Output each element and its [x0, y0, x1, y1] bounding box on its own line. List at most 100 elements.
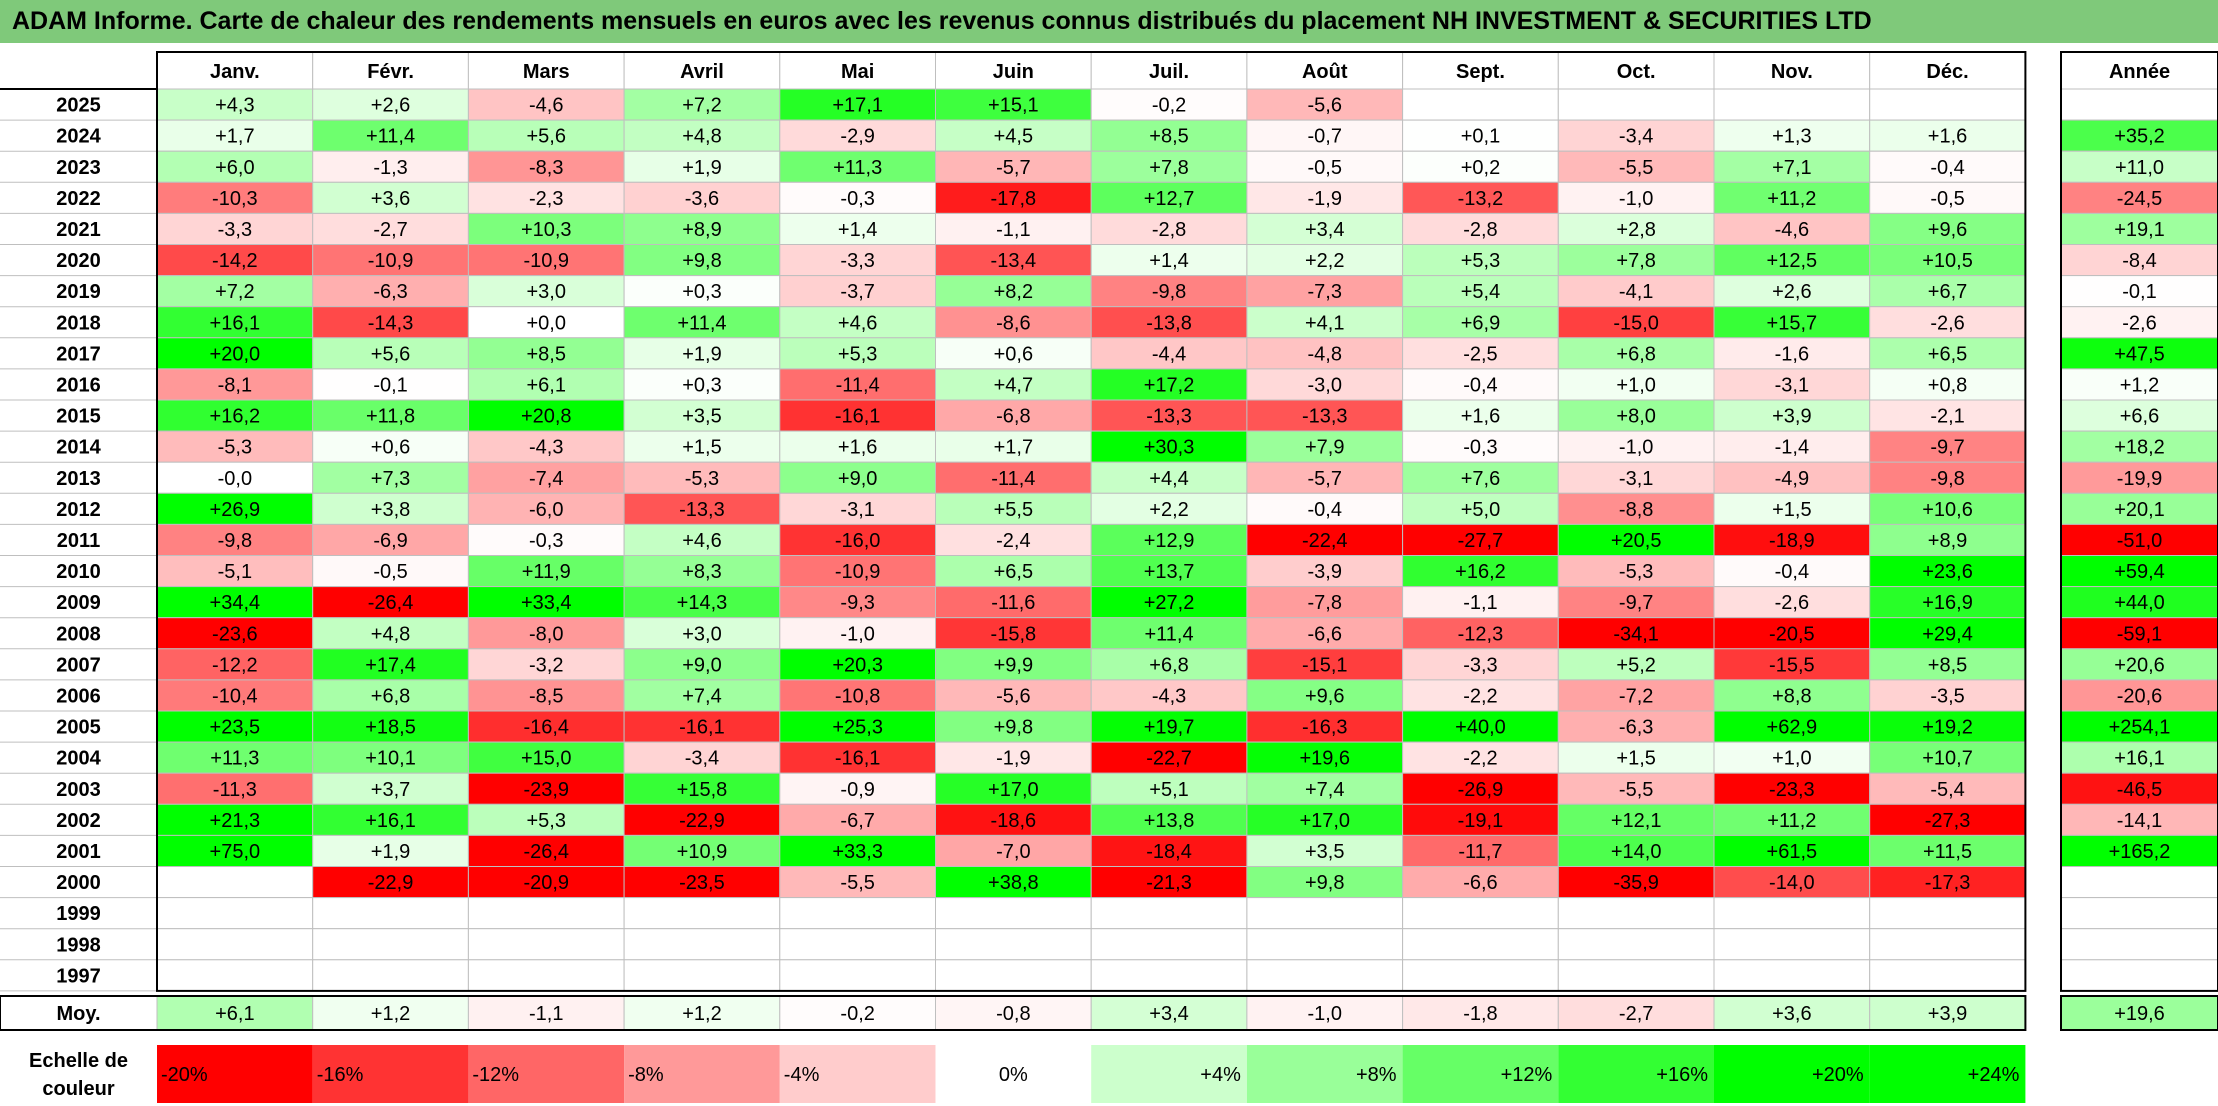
year-label: 2006: [56, 685, 101, 707]
month-header: Août: [1302, 61, 1348, 83]
heatmap-cell-bg: [935, 119, 1092, 152]
heatmap-cell: -13,3: [679, 499, 725, 521]
annual-cell: -59,1: [2117, 623, 2163, 645]
heatmap-cell: -15,0: [1613, 312, 1659, 334]
scale-label: -12%: [472, 1064, 519, 1086]
heatmap-cell: -9,7: [1930, 437, 1964, 459]
heatmap-cell-bg: [1869, 648, 2026, 681]
chart-title: ADAM Informe. Carte de chaleur des rende…: [0, 0, 2218, 43]
heatmap-cell-bg: [467, 586, 625, 619]
heatmap-cell: -3,4: [685, 748, 719, 770]
heatmap-cell: +17,2: [1144, 374, 1195, 396]
scale-label: +24%: [1968, 1064, 2020, 1086]
heatmap-cell-bg: [1713, 399, 1871, 432]
heatmap-cell: -22,9: [368, 872, 414, 894]
annual-cell-bg: [2060, 461, 2218, 494]
annual-cell: +254,1: [2109, 717, 2171, 739]
month-header: Juil.: [1149, 61, 1189, 83]
heatmap-cell: +33,3: [832, 841, 883, 863]
annual-cell-bg: [2060, 88, 2218, 121]
heatmap-cell-bg: [779, 679, 936, 712]
heatmap-cell-bg: [623, 897, 781, 930]
year-label: 2010: [56, 561, 101, 583]
average-cell: -2,7: [1619, 1003, 1653, 1025]
heatmap-cell: -0,3: [1463, 437, 1497, 459]
heatmap-cell-bg: [935, 523, 1092, 557]
average-cell-bg: [1713, 995, 1871, 1031]
year-label: 2011: [57, 530, 100, 552]
heatmap-cell-bg: [467, 306, 625, 339]
heatmap-cell: +19,6: [1299, 748, 1350, 770]
heatmap-cell: -1,0: [840, 623, 874, 645]
heatmap-cell: +21,3: [210, 810, 261, 832]
heatmap-cell: -8,3: [529, 157, 563, 179]
heatmap-cell: -16,1: [835, 406, 881, 428]
heatmap-cell: -14,3: [368, 312, 414, 334]
heatmap-cell-bg: [623, 119, 781, 152]
heatmap-cell: -2,2: [1463, 748, 1497, 770]
heatmap-cell-bg: [935, 928, 1092, 961]
heatmap-cell-bg: [156, 648, 314, 681]
heatmap-cell: -6,6: [1308, 623, 1342, 645]
heatmap-cell-bg: [467, 337, 625, 370]
heatmap-cell-bg: [312, 741, 469, 774]
heatmap-cell-bg: [1869, 275, 2026, 308]
heatmap-cell-bg: [1869, 88, 2026, 121]
heatmap-cell-bg: [1090, 399, 1248, 432]
heatmap-cell-bg: [779, 150, 936, 183]
heatmap-cell-bg: [1090, 555, 1248, 588]
heatmap-cell-bg: [312, 275, 469, 308]
heatmap-cell: +5,5: [994, 499, 1033, 521]
average-cell: -0,2: [840, 1003, 874, 1025]
heatmap-cell: +0,2: [1461, 157, 1500, 179]
heatmap-cell: +1,9: [682, 157, 721, 179]
heatmap-cell-bg: [779, 461, 936, 494]
heatmap-cell: +1,9: [682, 343, 721, 365]
heatmap-cell: -6,9: [373, 530, 407, 552]
heatmap-cell: +6,7: [1928, 281, 1967, 303]
heatmap-cell-bg: [1557, 306, 1715, 339]
heatmap-cell-bg: [1402, 337, 1559, 370]
heatmap-cell-bg: [1246, 368, 1404, 401]
heatmap-cell-bg: [312, 959, 469, 992]
year-label: 2018: [56, 312, 101, 334]
heatmap-cell-bg: [1713, 928, 1871, 961]
heatmap-cell-bg: [1246, 119, 1404, 152]
heatmap-cell: +16,2: [1455, 561, 1506, 583]
scale-swatch: [1869, 1045, 2026, 1103]
heatmap-cell: +2,8: [1616, 219, 1655, 241]
heatmap-cell: -13,3: [1146, 406, 1192, 428]
heatmap-cell-bg: [779, 244, 936, 277]
heatmap-cell-bg: [935, 399, 1092, 432]
heatmap-cell-bg: [467, 803, 625, 836]
annual-cell-bg: [2060, 523, 2218, 557]
heatmap-cell: +29,4: [1922, 623, 1973, 645]
heatmap-cell: +1,0: [1616, 374, 1655, 396]
heatmap-cell-bg: [156, 150, 314, 183]
scale-label: +8%: [1356, 1064, 1397, 1086]
average-cell-bg: [1557, 995, 1715, 1031]
heatmap-cell-bg: [1713, 181, 1871, 214]
heatmap-cell: +20,8: [521, 406, 572, 428]
heatmap-cell: +9,6: [1305, 685, 1344, 707]
heatmap-cell: +1,7: [215, 126, 254, 148]
annual-cell: +47,5: [2114, 343, 2165, 365]
heatmap-cell-bg: [1402, 772, 1559, 805]
heatmap-cell-bg: [1246, 772, 1404, 805]
scale-swatch: [312, 1045, 469, 1103]
heatmap-cell-bg: [1246, 897, 1404, 930]
month-header-bg: [1869, 51, 2026, 90]
heatmap-cell-bg: [1713, 803, 1871, 836]
annual-cell: +20,1: [2114, 499, 2165, 521]
heatmap-cell-bg: [779, 212, 936, 245]
year-label: 2000: [56, 872, 101, 894]
annual-cell: +6,6: [2120, 406, 2159, 428]
heatmap-cell: +20,3: [832, 654, 883, 676]
heatmap-cell: -5,3: [685, 468, 719, 490]
heatmap-cell-bg: [779, 492, 936, 525]
heatmap-cell-bg: [1557, 834, 1715, 868]
heatmap-cell: -9,8: [218, 530, 252, 552]
heatmap-cell: -1,4: [1775, 437, 1809, 459]
heatmap-cell: -12,3: [1458, 623, 1504, 645]
heatmap-cell-bg: [779, 648, 936, 681]
